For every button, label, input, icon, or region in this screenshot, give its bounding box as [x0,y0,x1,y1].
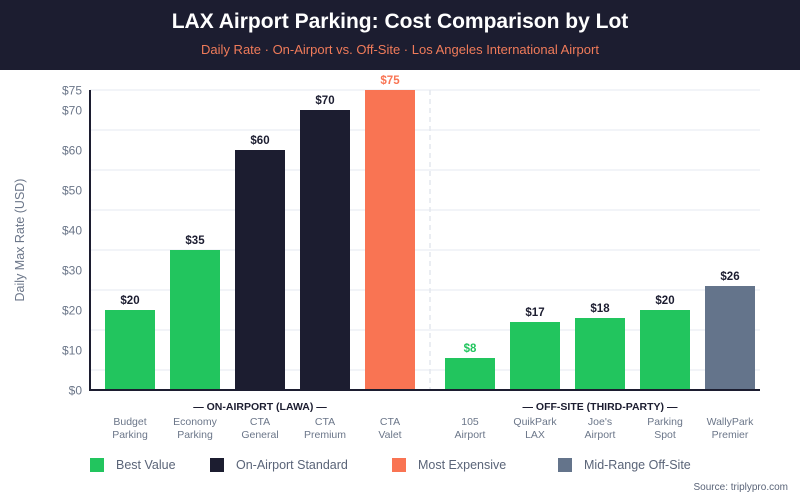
legend-label: Best Value [116,458,176,472]
legend-label: Most Expensive [418,458,507,472]
chart-legend: Best Value On-Airport Standard Most Expe… [0,458,800,474]
y-tick-label: $70 [62,104,82,118]
x-tick-label: Valet [378,429,401,441]
bar-economy-parking [170,250,220,390]
legend-item-mid-range-off-site: Mid-Range Off-Site [558,458,691,472]
group-label: — OFF-SITE (THIRD-PARTY) — [523,401,678,413]
bar-value-label: $35 [185,235,205,247]
legend-swatch-most-expensive [392,458,406,472]
x-tick-label: Premier [712,429,749,441]
legend-item-most-expensive: Most Expensive [392,458,506,472]
bar-chart: $0 $10 $20 $30 $40 $50 $60 $70 $75 Daily Max Rate… [13,75,760,441]
group-label: — ON-AIRPORT (LAWA) — [193,401,327,413]
x-tick-label: CTA [315,416,335,428]
legend-item-on-airport-standard: On-Airport Standard [210,458,348,472]
legend-label: Mid-Range Off-Site [584,458,691,472]
x-tick-label: WallyPark [707,416,755,428]
x-tick-label: Premium [304,429,346,441]
bar-cta-valet [365,90,415,390]
y-tick-label: $10 [62,344,82,358]
x-tick-label: Parking [177,429,213,441]
y-tick-label: $60 [62,144,82,158]
legend-swatch-mid-range-off-site [558,458,572,472]
legend-swatch-on-airport-standard [210,458,224,472]
y-tick-label: $20 [62,304,82,318]
bar-value-label: $70 [315,95,334,107]
bar-105-airport [445,358,495,390]
bar-quikpark-lax [510,322,560,390]
y-tick-label: $40 [62,224,82,238]
x-tick-label: Economy [173,416,218,428]
bar-wallypark-premier [705,286,755,390]
bar-value-label: $20 [655,295,674,307]
bar-value-label: $18 [590,303,610,315]
chart-subtitle: Daily Rate · On-Airport vs. Off-Site · L… [201,42,599,57]
x-tick-label: Airport [585,429,616,441]
x-tick-label: LAX [525,429,545,441]
x-tick-label: Airport [455,429,486,441]
x-tick-label: Budget [113,416,146,428]
y-tick-label: $50 [62,184,82,198]
x-tick-label: QuikPark [513,416,557,428]
x-tick-label: CTA [380,416,400,428]
y-tick-label: $75 [62,84,82,98]
x-tick-label: Joe's [588,416,612,428]
bar-joes-airport [575,318,625,390]
legend-label: On-Airport Standard [236,458,348,472]
legend-item-best-value: Best Value [90,458,176,472]
bar-value-label: $26 [720,271,739,283]
legend-swatch-best-value [90,458,104,472]
y-tick-label: $0 [69,384,83,398]
chart-header: LAX Airport Parking: Cost Comparison by … [0,0,800,70]
source-note: Source: triplypro.com [693,482,788,493]
x-tick-label: 105 [461,416,479,428]
y-tick-label: $30 [62,264,82,278]
bar-cta-general [235,150,285,390]
bar-value-label: $17 [525,307,544,319]
y-axis-label: Daily Max Rate (USD) [13,179,27,302]
bar-value-label: $8 [464,343,477,355]
x-tick-label: General [241,429,278,441]
bar-value-label: $75 [380,75,400,87]
bar-value-label: $60 [250,135,269,147]
x-tick-label: Spot [654,429,676,441]
x-tick-label: CTA [250,416,270,428]
bar-value-label: $20 [120,295,139,307]
bar-budget-parking [105,310,155,390]
bar-cta-premium [300,110,350,390]
chart-title: LAX Airport Parking: Cost Comparison by … [171,10,629,33]
x-tick-label: Parking [112,429,148,441]
x-tick-label: Parking [647,416,683,428]
bar-parking-spot [640,310,690,390]
